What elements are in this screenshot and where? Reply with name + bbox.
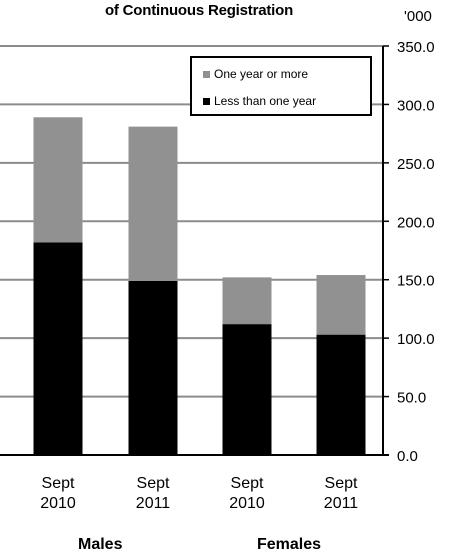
y-tick-label: 50.0 <box>397 390 426 407</box>
x-tick-label-month: Sept <box>231 475 264 492</box>
y-tick-label: 150.0 <box>397 273 435 290</box>
bar-one-year-or-more <box>222 277 272 325</box>
x-tick-label-month: Sept <box>42 475 75 492</box>
unit-label: '000 <box>404 8 432 25</box>
y-tick-label: 300.0 <box>397 97 435 114</box>
y-tick-label: 250.0 <box>397 156 435 173</box>
legend-swatch-black <box>203 98 210 105</box>
bar-less-than-one-year <box>33 242 83 455</box>
x-tick-label-year: 2010 <box>40 495 76 512</box>
y-tick-label: 100.0 <box>397 331 435 348</box>
legend-item-less-than-one-year: Less than one year <box>203 94 317 108</box>
legend-label: One year or more <box>214 67 309 81</box>
x-tick-label-year: 2011 <box>324 495 359 512</box>
bar-less-than-one-year <box>222 324 272 455</box>
x-tick-label-year: 2011 <box>136 495 171 512</box>
bar-one-year-or-more <box>128 126 178 281</box>
x-tick-label-month: Sept <box>137 475 170 492</box>
group-label-males: Males <box>78 536 123 553</box>
bar-less-than-one-year <box>316 334 366 455</box>
x-tick-label-month: Sept <box>325 475 358 492</box>
bar-one-year-or-more <box>316 275 366 335</box>
bar-one-year-or-more <box>33 117 83 243</box>
y-tick-label: 200.0 <box>397 214 435 231</box>
legend-swatch-gray <box>203 71 210 78</box>
group-label-females: Females <box>257 536 322 553</box>
legend-item-one-year-or-more: One year or more <box>203 67 309 81</box>
x-tick-label-year: 2010 <box>229 495 265 512</box>
y-tick-label: 0.0 <box>397 448 418 465</box>
bar-less-than-one-year <box>128 280 178 455</box>
chart-title: of Continuous Registration <box>104 2 294 19</box>
y-tick-label: 350.0 <box>397 39 435 56</box>
legend: One year or more Less than one year <box>190 56 372 116</box>
legend-label: Less than one year <box>214 94 317 108</box>
